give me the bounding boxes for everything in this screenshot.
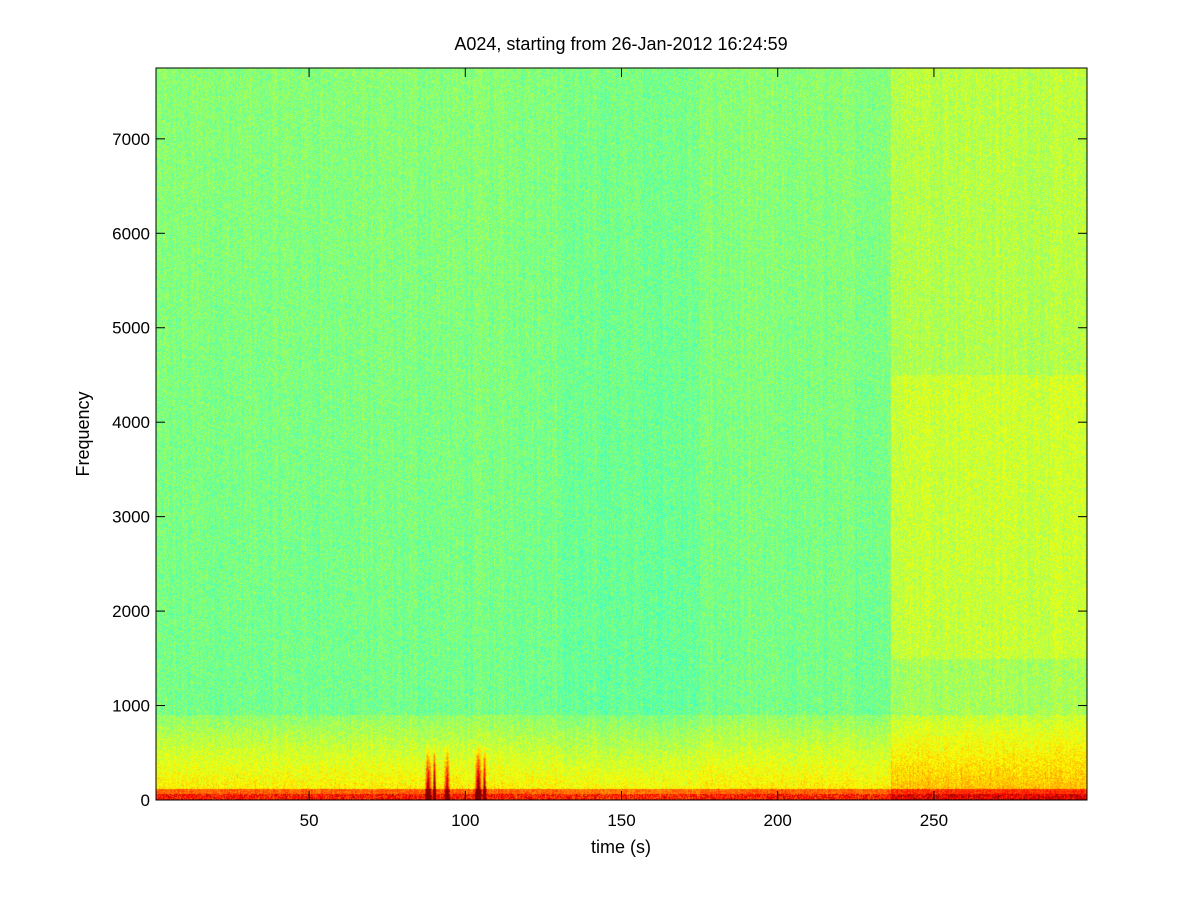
y-tick-label: 3000 [112, 508, 150, 527]
x-tick-label: 150 [607, 811, 635, 830]
spectrogram-heatmap [156, 68, 1087, 800]
spectrogram-plot-area [156, 68, 1087, 800]
y-axis: 0 1000 2000 3000 4000 5000 6000 7000 [112, 130, 1087, 810]
y-tick-label: 2000 [112, 602, 150, 621]
y-tick-label: 7000 [112, 130, 150, 149]
y-axis-label: Frequency [73, 391, 93, 476]
y-tick-label: 0 [141, 791, 150, 810]
x-tick-label: 250 [920, 811, 948, 830]
y-tick-label: 6000 [112, 224, 150, 243]
y-tick-label: 4000 [112, 413, 150, 432]
x-tick-label: 200 [764, 811, 792, 830]
x-tick-label: 50 [300, 811, 319, 830]
y-tick-label: 1000 [112, 697, 150, 716]
x-tick-label: 100 [451, 811, 479, 830]
x-axis-label: time (s) [591, 837, 651, 857]
chart-title: A024, starting from 26-Jan-2012 16:24:59 [454, 34, 787, 54]
x-axis: 50 100 150 200 250 [300, 68, 948, 830]
y-tick-label: 5000 [112, 319, 150, 338]
